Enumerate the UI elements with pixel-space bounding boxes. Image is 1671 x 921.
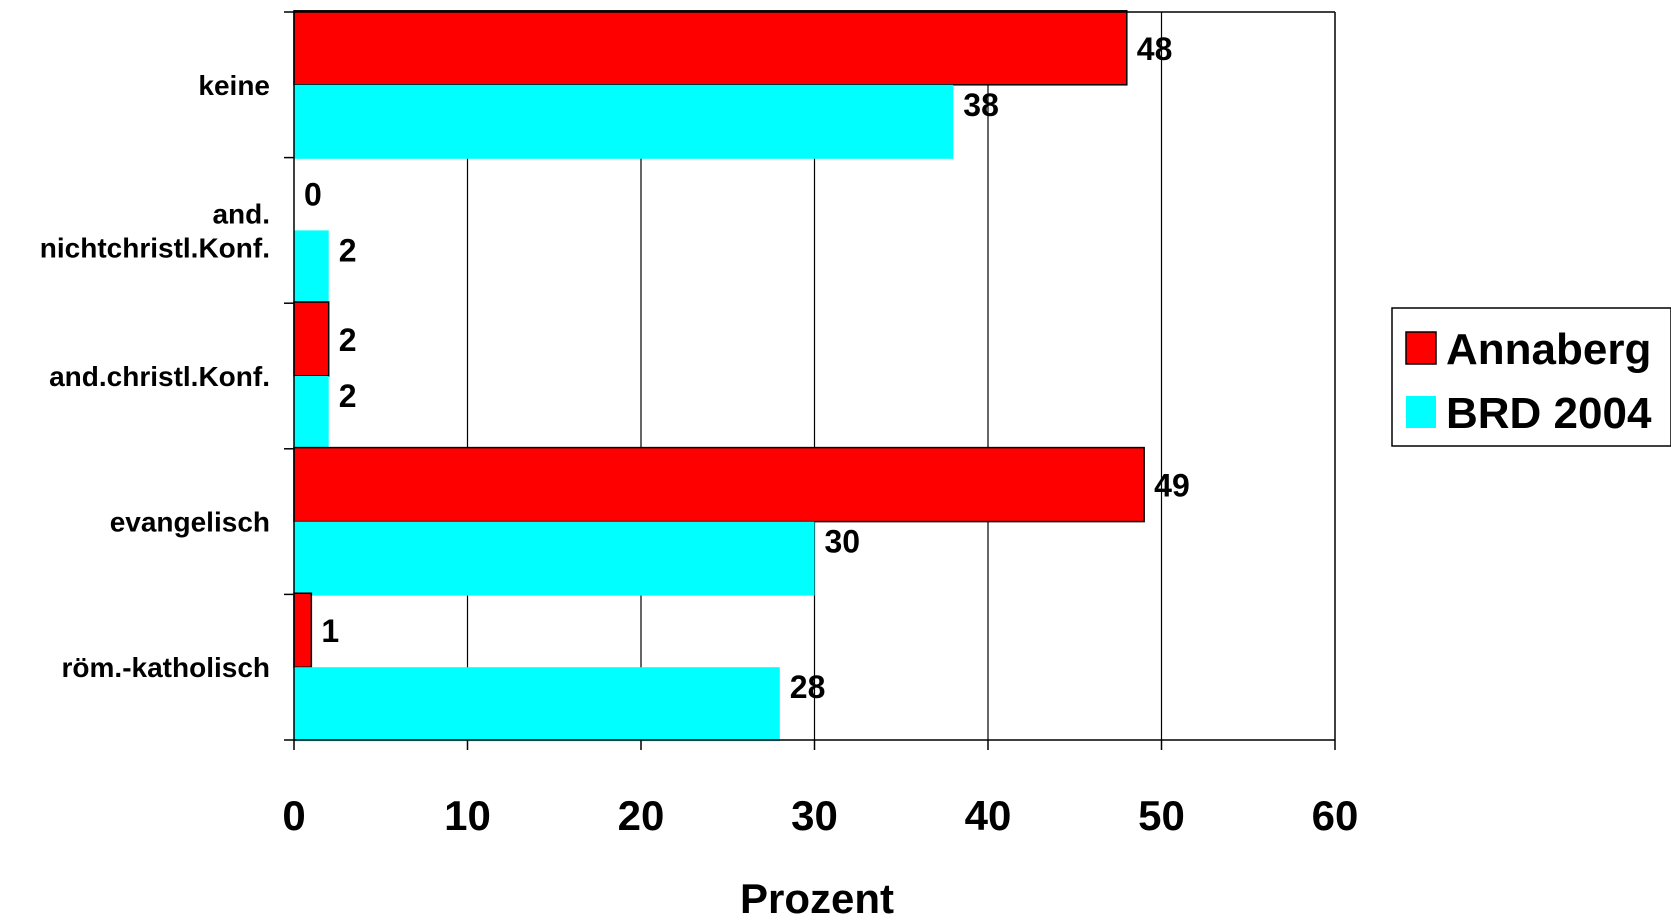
- tick-labels: 0 10 20 30 40 50 60: [282, 792, 1358, 839]
- data-label: 2: [339, 322, 357, 358]
- data-label: 30: [825, 524, 861, 560]
- data-label: 49: [1154, 468, 1190, 504]
- bar: [294, 84, 954, 159]
- bar: [293, 446, 1145, 523]
- category-label-line: and.christl.Konf.: [49, 361, 270, 392]
- category-label-line: röm.-katholisch: [62, 652, 270, 683]
- axes: [284, 11, 1336, 750]
- x-tick-label: 0: [282, 792, 305, 839]
- category-label: röm.-katholisch: [62, 652, 270, 683]
- x-axis-title: Prozent: [740, 875, 894, 921]
- x-tick-label: 40: [965, 792, 1012, 839]
- data-label: 2: [339, 378, 357, 414]
- bar: [293, 592, 313, 668]
- legend-label: BRD 2004: [1446, 389, 1652, 438]
- bar: [294, 667, 780, 742]
- data-label: 48: [1137, 31, 1173, 67]
- category-label-line: and.: [212, 198, 270, 229]
- bars: [293, 10, 1145, 742]
- category-labels: keine and. nichtchristl.Konf. and.christl.K…: [40, 70, 270, 683]
- bar: [293, 10, 1128, 86]
- category-label: and.christl.Konf.: [49, 361, 270, 392]
- x-tick-label: 10: [444, 792, 491, 839]
- x-tick-label: 50: [1138, 792, 1185, 839]
- category-label-line: evangelisch: [110, 507, 270, 538]
- category-label-line: keine: [198, 70, 270, 101]
- category-label: and. nichtchristl.Konf.: [40, 198, 270, 263]
- bar: [294, 521, 815, 596]
- legend-label: Annaberg: [1446, 325, 1651, 374]
- bar: [294, 230, 329, 305]
- data-label: 1: [321, 613, 339, 649]
- data-label: 38: [963, 87, 999, 123]
- data-label: 0: [304, 176, 322, 212]
- bar: [293, 301, 330, 377]
- x-tick-label: 30: [791, 792, 838, 839]
- x-tick-label: 20: [618, 792, 665, 839]
- category-label-line: nichtchristl.Konf.: [40, 232, 270, 263]
- bar: [294, 376, 329, 450]
- category-label: keine: [198, 70, 270, 101]
- legend-swatch: [1405, 331, 1437, 365]
- legend: Annaberg BRD 2004: [1391, 307, 1671, 447]
- category-label: evangelisch: [110, 507, 270, 538]
- data-label: 28: [790, 669, 826, 705]
- data-label: 2: [339, 232, 357, 268]
- legend-swatch: [1406, 396, 1436, 428]
- legend-box: [1391, 307, 1671, 447]
- x-tick-label: 60: [1312, 792, 1359, 839]
